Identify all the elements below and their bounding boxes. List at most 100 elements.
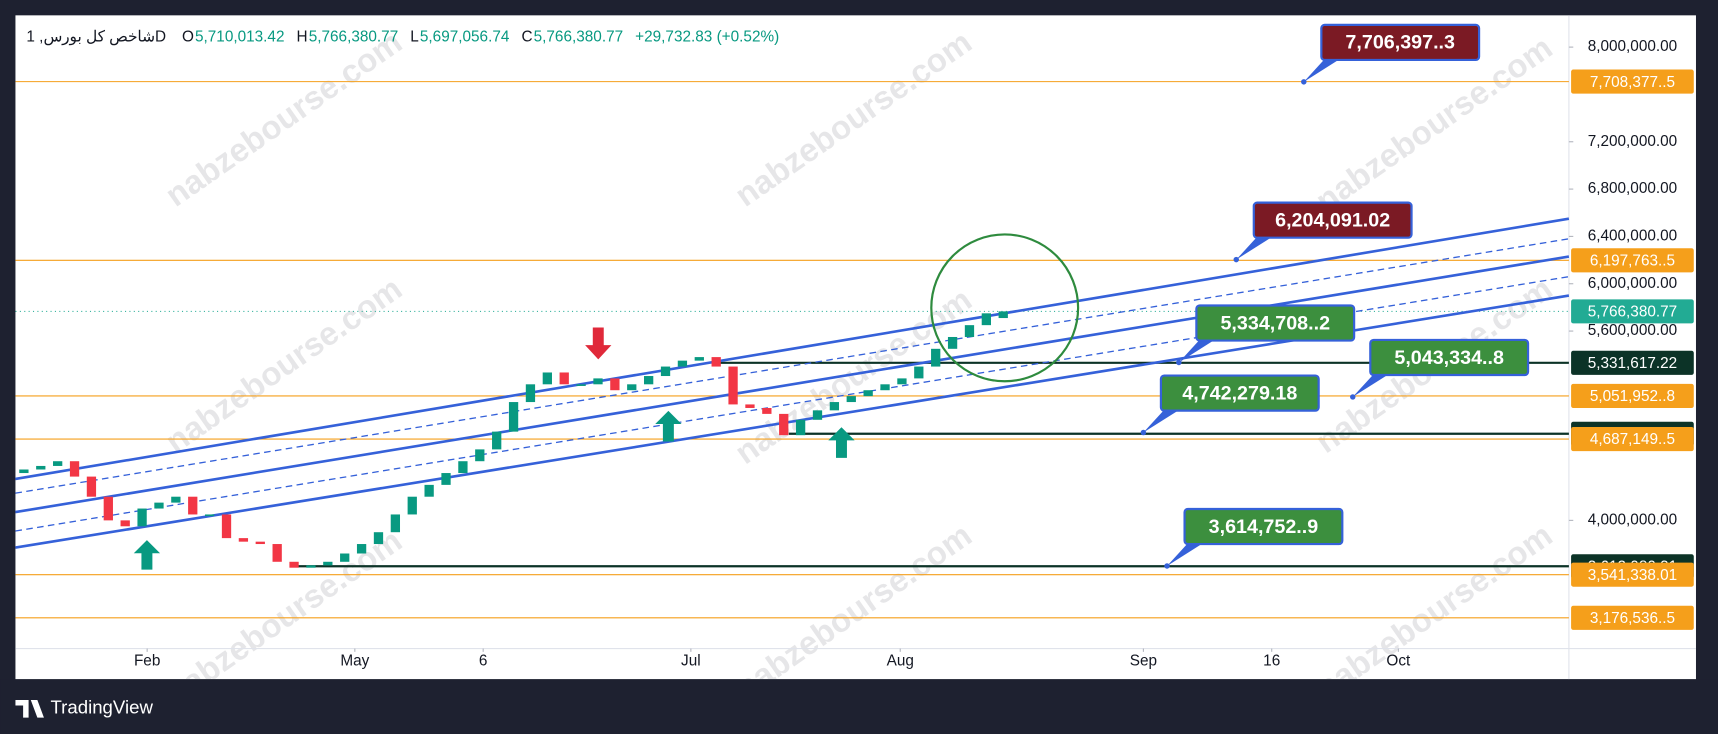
candle-body	[981, 313, 991, 326]
callout-pointer	[1303, 55, 1346, 82]
down-arrow	[585, 327, 612, 360]
candle-body	[559, 372, 569, 385]
x-tick-label: 16	[1263, 653, 1280, 670]
candle-body	[728, 366, 738, 405]
ohlc-key: L	[410, 28, 419, 45]
x-tick-label: Sep	[1130, 653, 1157, 670]
candle-body	[340, 553, 350, 562]
y-tick-label: 4,000,000.00	[1588, 511, 1678, 528]
brand[interactable]: TradingView	[51, 697, 154, 718]
callout-point	[1164, 563, 1170, 569]
candle-body	[998, 311, 1008, 319]
candle-body	[931, 348, 941, 367]
candle-body	[964, 325, 975, 337]
candle-body	[846, 396, 856, 403]
candle-body	[407, 496, 417, 515]
candle-body	[610, 378, 620, 391]
candle-body	[323, 561, 333, 566]
price-label-box	[1571, 69, 1694, 94]
candle-body	[137, 508, 147, 527]
up-arrow	[133, 540, 161, 570]
price-label-box	[1571, 427, 1694, 452]
price-label: 6,197,763..5	[1590, 252, 1675, 269]
candle-body	[188, 496, 198, 515]
price-label: 7,708,377..5	[1590, 74, 1675, 91]
candle-body	[238, 538, 249, 542]
candle-body	[525, 384, 536, 403]
callout-text: 5,043,334..8	[1394, 347, 1504, 369]
candle-body	[103, 496, 113, 521]
candle-body	[745, 404, 755, 408]
candle-body	[475, 449, 485, 462]
trendline	[15, 217, 1570, 481]
callout-text: 3,614,752..9	[1209, 516, 1319, 538]
price-label: 5,766,380.77	[1588, 304, 1678, 321]
up-arrow	[828, 427, 855, 458]
candle-body	[154, 502, 164, 509]
plot: 4,000,000.00 5,600,000.00 6,000,000.00 6,40…	[15, 15, 1696, 680]
candle-body	[576, 384, 586, 386]
candle-body	[19, 469, 29, 474]
candle-body	[542, 372, 552, 385]
candle-body	[171, 496, 181, 503]
y-tick-label: 7,200,000.00	[1588, 133, 1678, 150]
candle-body	[441, 473, 451, 485]
callout-box	[1195, 304, 1356, 342]
candle-body	[660, 366, 671, 377]
price-label: 5,331,617.22	[1588, 355, 1678, 372]
candle-body	[644, 376, 654, 385]
footer-bar	[0, 679, 1718, 734]
candle-body	[812, 410, 823, 420]
callout-text: 4,742,279.18	[1182, 382, 1297, 404]
ohlc-value: 5,766,380.77	[534, 28, 624, 45]
candle-body	[424, 484, 434, 497]
candle-body	[677, 360, 688, 367]
candle-body	[947, 336, 958, 349]
legend-header: شاخص کل بورس, 1D O 5,710,013.42 H 5,766,380…	[26, 28, 779, 45]
callout-pointer	[1352, 370, 1395, 397]
candle-body	[373, 532, 384, 545]
price-label: 5,051,952..8	[1590, 388, 1675, 405]
candle-body	[204, 514, 215, 517]
candle-body	[221, 514, 232, 539]
candle-body	[458, 461, 468, 474]
candle-body	[508, 402, 519, 432]
candle-body	[390, 514, 401, 533]
candle-body	[779, 413, 789, 436]
candle-body	[272, 544, 282, 562]
callout-text: 7,706,397..3	[1345, 32, 1455, 54]
candle-body	[36, 465, 46, 470]
candle-body	[255, 541, 265, 545]
x-tick-label: Aug	[887, 653, 914, 670]
price-label: 4,687,149..5	[1590, 431, 1675, 448]
y-tick-label: 6,800,000.00	[1588, 180, 1678, 197]
callout-point	[1350, 394, 1356, 400]
callout-pointer	[1178, 336, 1221, 363]
candle-body	[694, 357, 704, 361]
x-tick-label: Jul	[681, 653, 701, 670]
candle-body	[863, 390, 873, 397]
price-label: 3,176,536..5	[1590, 610, 1675, 627]
x-tick-label: Feb	[134, 653, 160, 670]
candle-body	[795, 419, 806, 436]
callout-point	[1233, 256, 1239, 263]
price-label-box	[1571, 605, 1694, 630]
candle-body	[711, 357, 721, 367]
x-tick-label: 6	[479, 653, 488, 670]
candle-body	[829, 402, 840, 411]
candle-body	[69, 461, 80, 477]
candle-body	[356, 544, 367, 554]
price-label-box	[1571, 299, 1694, 324]
candle-body	[627, 384, 637, 391]
callout-text: 5,334,708..2	[1220, 312, 1330, 334]
candle-body	[914, 366, 924, 379]
price-label-box	[1571, 350, 1694, 375]
callout-point	[1176, 359, 1182, 366]
candle-body	[289, 561, 299, 568]
callout-box	[1159, 374, 1320, 412]
trendline	[15, 255, 1570, 514]
callout-text: 6,204,091.02	[1275, 209, 1390, 231]
candle-body	[593, 378, 603, 385]
